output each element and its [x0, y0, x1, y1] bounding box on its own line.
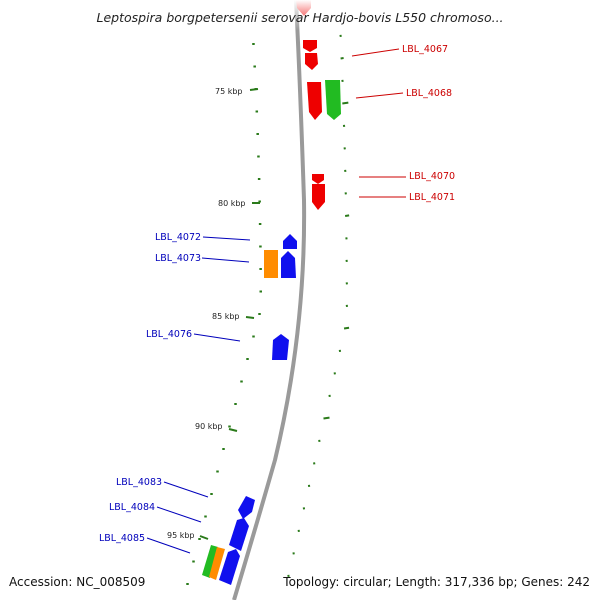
gene-label-lbl-4072: LBL_4072: [155, 232, 201, 243]
tick-label-90: 90 kbp: [195, 422, 223, 431]
tick-mark-85: [245, 316, 255, 319]
gene-label-lbl-4076: LBL_4076: [146, 329, 192, 340]
gene-arrow-red: [312, 174, 324, 184]
gene-arrow-red: [307, 82, 322, 120]
gene-arrow-blue: [219, 549, 240, 585]
reverse-strand-genes: [202, 234, 297, 585]
gene-label-lbl-4067: LBL_4067: [402, 44, 448, 55]
gene-arrow-blue: [283, 234, 297, 249]
forward-gene-labels: LBL_4067 LBL_4068 LBL_4070 LBL_4071: [402, 44, 455, 203]
gene-arrow-green: [202, 545, 218, 578]
backbone-arc: [232, 0, 307, 600]
gc-tick: [342, 101, 349, 105]
gene-label-lbl-4084: LBL_4084: [109, 502, 155, 513]
scale-labels: 75 kbp 80 kbp 85 kbp 90 kbp 95 kbp: [167, 87, 260, 540]
forward-label-leaders: [351, 48, 406, 198]
tick-label-75: 75 kbp: [215, 87, 243, 96]
gene-arrow-blue: [238, 496, 255, 519]
gene-label-lbl-4083: LBL_4083: [116, 477, 162, 488]
tick-mark-75: [249, 88, 259, 91]
tick-mark-95: [199, 535, 209, 540]
gene-arrow-red: [312, 184, 325, 210]
gene-arrow-orange: [209, 547, 225, 580]
gc-ticks-inner: [186, 43, 262, 585]
title-fade: [0, 0, 600, 30]
reverse-gene-labels: LBL_4072 LBL_4073 LBL_4076 LBL_4083 LBL_…: [99, 232, 201, 544]
gene-arrow-red: [303, 40, 317, 52]
gene-arrow-blue: [229, 518, 249, 551]
gene-arrow-green: [325, 80, 341, 120]
gene-label-lbl-4073: LBL_4073: [155, 253, 201, 264]
gene-arrow-blue: [272, 334, 289, 360]
gene-arrow-blue: [281, 251, 296, 278]
gc-tick: [343, 326, 350, 330]
reverse-label-leaders: [146, 236, 251, 554]
accession-text: Accession: NC_008509: [9, 575, 146, 589]
gene-label-lbl-4071: LBL_4071: [409, 192, 455, 203]
gene-arrow-red: [305, 53, 318, 70]
tick-label-95: 95 kbp: [167, 531, 195, 540]
gc-ticks-outer: [287, 34, 350, 577]
gc-tick: [323, 416, 330, 420]
gene-label-lbl-4070: LBL_4070: [409, 171, 455, 182]
gene-label-lbl-4068: LBL_4068: [406, 88, 452, 99]
gene-arrow-orange: [264, 250, 278, 278]
gc-tick: [344, 214, 350, 217]
topology-summary-text: Topology: circular; Length: 317,336 bp; …: [283, 575, 590, 589]
tick-mark-90: [228, 428, 238, 432]
map-title: Leptospira borgpetersenii serovar Hardjo…: [96, 10, 503, 25]
tick-label-85: 85 kbp: [212, 312, 240, 321]
gene-label-lbl-4085: LBL_4085: [99, 533, 145, 544]
tick-label-80: 80 kbp: [218, 199, 246, 208]
